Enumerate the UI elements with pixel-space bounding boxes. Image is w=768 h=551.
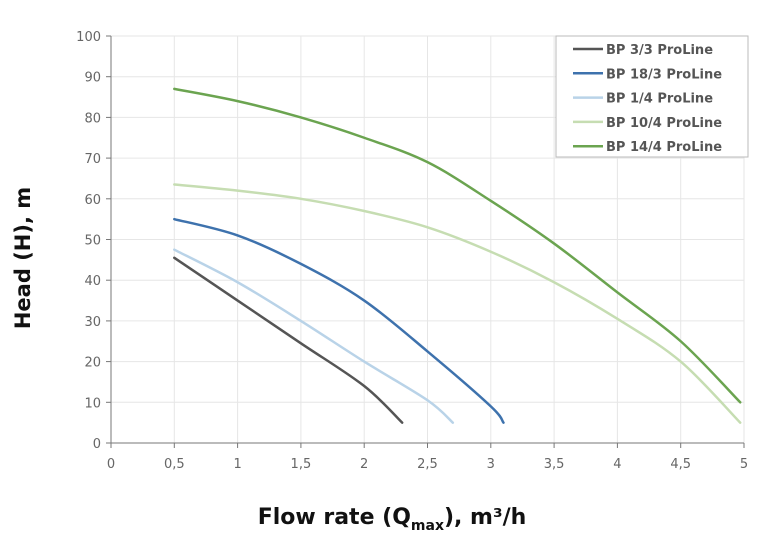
y-tick-label: 0 [93, 437, 101, 452]
x-tick-label: 4,5 [670, 457, 691, 472]
x-tick-label: 1 [233, 457, 241, 472]
y-axis-label: Head (H), m [11, 187, 35, 329]
x-axis-label-sub: max [411, 518, 444, 534]
series-line-bp-10-4-proline [173, 183, 742, 424]
x-axis-label-main: Flow rate (Q [258, 505, 411, 530]
legend-label: BP 14/4 ProLine [606, 140, 722, 155]
x-axis-label: Flow rate (Qmax), m³/h [258, 505, 527, 534]
y-tick-label: 50 [84, 234, 101, 249]
series-lines [173, 87, 742, 424]
y-tick-label: 90 [84, 71, 101, 86]
x-tick-label: 3,5 [544, 457, 565, 472]
y-tick-label: 20 [84, 356, 101, 371]
x-tick-label: 1,5 [291, 457, 312, 472]
series-line-bp-18-3-proline [173, 217, 505, 424]
series-line-bp-14-4-proline [173, 87, 742, 404]
x-tick-label: 0 [107, 457, 115, 472]
y-tick-label: 10 [84, 396, 101, 411]
y-tick-label: 100 [76, 30, 101, 45]
y-tick-label: 40 [84, 274, 101, 289]
legend: BP 3/3 ProLine BP 18/3 ProLine BP 1/4 ProL… [555, 35, 749, 158]
legend-label: BP 1/4 ProLine [606, 92, 713, 107]
grid [111, 35, 745, 443]
axes: 0 10 20 30 40 50 60 70 80 90 100 0 0,5 1 1,5 2 2,5 3 3,5 4 4… [76, 30, 748, 472]
series-line-bp-3-3-proline [173, 256, 404, 424]
y-tick-label: 70 [84, 152, 101, 167]
y-tick-label: 30 [84, 315, 101, 330]
legend-label: BP 18/3 ProLine [606, 67, 722, 82]
x-tick-label: 0,5 [164, 457, 185, 472]
x-tick-label: 2 [360, 457, 368, 472]
x-tick-label: 2,5 [417, 457, 438, 472]
y-tick-label: 80 [84, 111, 101, 126]
x-axis-label-tail: ), m³/h [444, 505, 526, 530]
y-tick-label: 60 [84, 193, 101, 208]
legend-label: BP 10/4 ProLine [606, 116, 722, 131]
x-tick-label: 3 [487, 457, 495, 472]
x-tick-label: 4 [613, 457, 621, 472]
series-line-bp-1-4-proline [173, 248, 455, 424]
legend-label: BP 3/3 ProLine [606, 43, 713, 58]
x-tick-label: 5 [740, 457, 748, 472]
